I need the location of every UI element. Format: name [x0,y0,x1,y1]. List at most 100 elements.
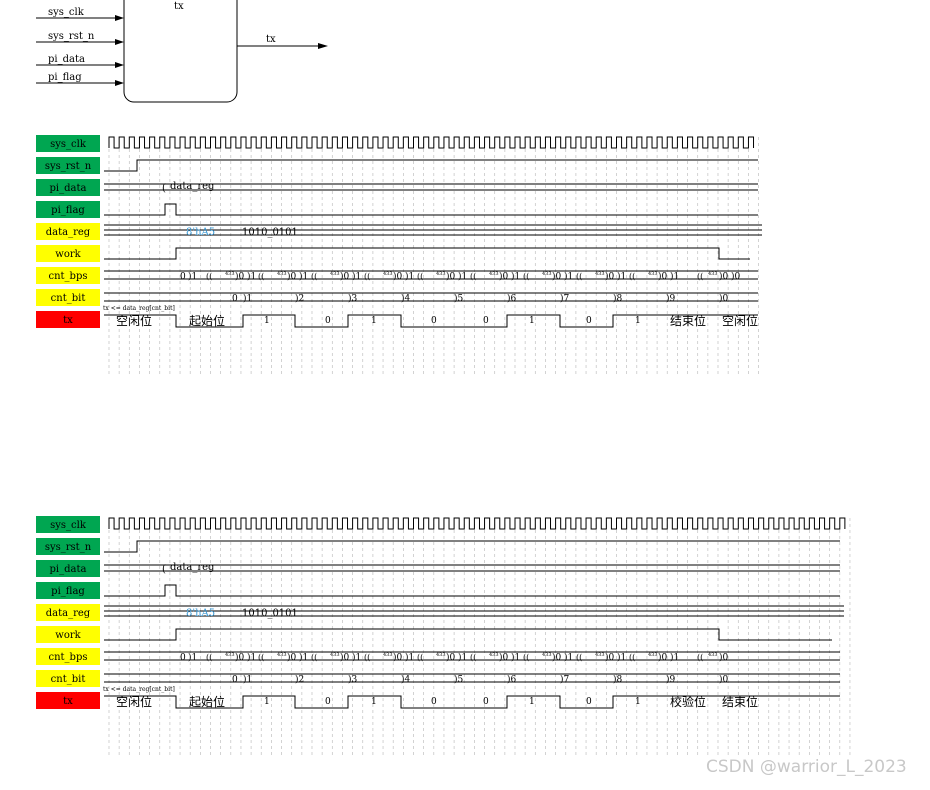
signal-label-work: work [55,249,81,260]
cnt-bps-value: )1 [670,271,679,282]
tx-label: 0 [325,697,331,707]
signal-label-box [36,201,100,218]
signal-label-box [36,135,100,152]
tx-label: 0 [586,316,592,326]
tx-label: 空闲位 [116,313,152,328]
cnt-bps-value: )1 [511,652,520,663]
arrowhead-icon [115,15,124,21]
signal-label-sys_rst_n: sys_rst_n [45,542,92,553]
cnt-bps-break: (( [576,272,582,281]
sys-rst-n-wave [104,540,840,553]
cnt-bps-433: 433 [436,652,446,658]
cnt-bps-break: (( [470,653,476,662]
signal-label-work: work [55,630,81,641]
cnt-bps-value: )1 [458,271,467,282]
cnt-bit-value: )1 [243,293,252,304]
bus-transition: ( [162,183,166,194]
bus-transition: ( [162,564,166,575]
cnt-bps-value: )1 [299,652,308,663]
signal-label-cnt_bps: cnt_bps [49,271,88,282]
cnt-bps-value: )1 [617,271,626,282]
cnt-bps-break: (( [697,653,703,662]
cnt-bps-break: (( [311,653,317,662]
cnt-bps-433: 433 [225,271,235,277]
cnt-bps-break: (( [523,272,529,281]
tx-wave [104,314,758,328]
signal-label-box [36,516,100,533]
cnt-bps-value: )1 [352,652,361,663]
cnt-bps-value: )1 [188,652,197,663]
sys-clk-wave [108,136,755,149]
cnt-bps-break: (( [258,653,264,662]
input-label-pi_data: pi_data [48,54,85,65]
cnt-bps-value: )0 [446,652,456,663]
cnt-bps-value: )0 [340,271,350,282]
pi-data-value: data_reg [170,181,215,192]
cnt-bps-break: (( [629,272,635,281]
input-label-sys_clk: sys_clk [48,7,85,18]
cnt-bps-value: )1 [352,271,361,282]
cnt-bps-value: )1 [247,271,256,282]
signal-label-tx: tx [63,315,73,326]
tx-label: 0 [431,316,437,326]
signal-label-data_reg: data_reg [46,227,91,238]
cnt-bit-value: )9 [666,293,676,304]
cnt-bps-value: )0 [287,271,297,282]
tx-label: 1 [264,697,270,707]
cnt-bps-value: )0 [235,652,245,663]
cnt-bps-value: )0 [499,652,509,663]
cnt-bps-value: )0 [658,271,668,282]
cnt-bit-value: 0 [232,294,238,304]
cnt-bps-value: )1 [617,652,626,663]
cnt-bps-433: 433 [225,652,235,658]
cnt-bps-value: )0 [605,271,615,282]
pi-data-value: data_reg [170,562,215,573]
cnt-bit-value: )0 [719,674,729,685]
cnt-bit-value: )7 [560,674,570,685]
cnt-bps-value: )0 [393,652,403,663]
cnt-bps-433: 433 [330,271,340,277]
cnt-bps-433: 433 [542,271,552,277]
cnt-bps-break: (( [523,653,529,662]
cnt-bps-433: 433 [595,652,605,658]
cnt-bit-value: )0 [719,293,729,304]
sys-clk-wave [108,517,846,530]
signal-label-pi_flag: pi_flag [51,586,85,597]
cnt-bit-value: )8 [613,674,623,685]
tx-annotation: tx <= data_reg[cnt_bit] [103,686,175,693]
input-label-sys_rst_n: sys_rst_n [48,31,95,42]
signal-label-box [36,604,100,621]
tx-label: 1 [264,316,270,326]
cnt-bps-433: 433 [436,271,446,277]
cnt-bps-value: )0 [446,271,456,282]
cnt-bps-value: )1 [299,271,308,282]
tx-label: 1 [371,697,377,707]
input-label-pi_flag: pi_flag [48,72,82,83]
signal-label-box [36,538,100,555]
cnt-bps-break: (( [364,272,370,281]
signal-label-box [36,560,100,577]
cnt-bps-break: (( [258,272,264,281]
tx-label: 起始位 [189,694,225,709]
arrowhead-icon [115,39,124,45]
tx-label: 0 [483,697,489,707]
cnt-bps-break: (( [697,272,703,281]
cnt-bps-break: (( [311,272,317,281]
cnt-bps-value: )1 [247,652,256,663]
cnt-bit-value: )3 [348,293,358,304]
signal-label-sys_rst_n: sys_rst_n [45,161,92,172]
module-name: tx [174,1,184,12]
tx-label: 空闲位 [116,694,152,709]
cnt-bit-value: )5 [454,674,464,685]
signal-label-sys_clk: sys_clk [50,139,87,150]
data-reg-hex: 8'hA5 [186,608,215,619]
cnt-bps-433: 433 [648,652,658,658]
tx-label: 1 [529,316,535,326]
cnt-bps-value: )1 [670,652,679,663]
cnt-bit-value: )3 [348,674,358,685]
cnt-bps-break: (( [206,653,212,662]
work-wave [104,628,832,641]
cnt-bps-value: )0 [235,271,245,282]
signal-label-tx: tx [63,696,73,707]
